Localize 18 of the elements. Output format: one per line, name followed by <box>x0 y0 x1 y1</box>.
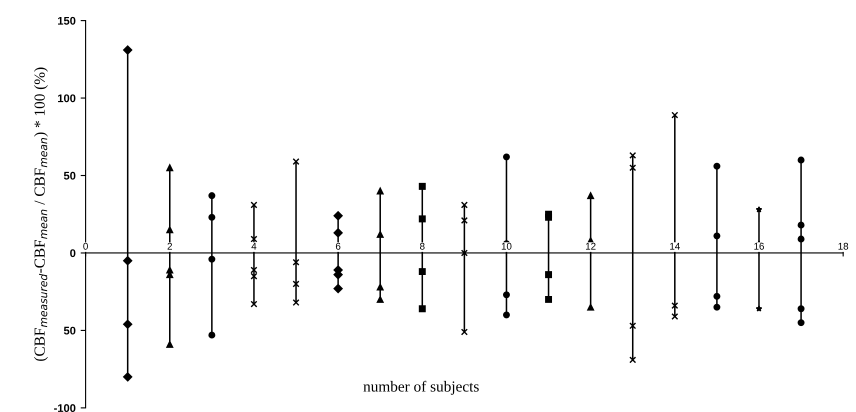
y-tick-label: 50 <box>64 326 76 335</box>
x-tick-label: 8 <box>420 242 425 250</box>
y-tick-label: 100 <box>58 94 76 102</box>
x-tick-label: 14 <box>670 242 680 250</box>
y-tick-label: 50 <box>64 172 76 180</box>
x-tick-label: 12 <box>586 242 596 250</box>
x-axis-title: number of subjects <box>363 380 479 395</box>
y-axis-title: (CBF$_{measured}$-CBF$_{mean}$ / CBF$_{mean}$) * 100 (%) <box>34 68 48 361</box>
x-tick-label: 0 <box>83 242 88 250</box>
x-tick-label: 18 <box>838 242 848 250</box>
x-tick-label: 16 <box>754 242 764 250</box>
x-tick-label: 6 <box>336 242 340 250</box>
y-tick-label: -100 <box>54 404 76 412</box>
x-tick-label: 4 <box>251 242 256 250</box>
x-tick-label: 10 <box>502 242 512 250</box>
y-tick-label: 0 <box>70 249 76 258</box>
y-tick-label: 150 <box>58 16 76 25</box>
x-tick-label: 2 <box>168 242 172 250</box>
